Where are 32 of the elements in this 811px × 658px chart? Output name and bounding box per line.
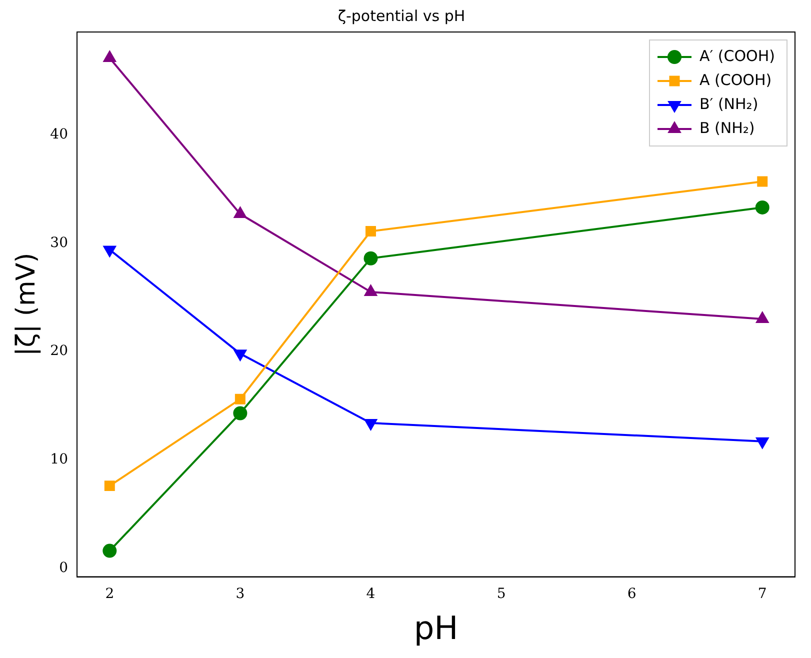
point <box>756 437 769 448</box>
x-tick-label: 4 <box>366 586 376 602</box>
x-tick-label: 7 <box>758 586 767 602</box>
point <box>233 406 248 420</box>
legend-label: A (COOH) <box>699 70 772 89</box>
point <box>755 200 770 214</box>
point <box>234 394 246 404</box>
x-tick-label: 2 <box>105 586 114 602</box>
y-tick-label: 40 <box>50 126 68 143</box>
point <box>104 480 115 492</box>
y-tick-label: 20 <box>50 343 68 360</box>
x-tick-label: 5 <box>496 586 506 602</box>
point <box>364 251 378 266</box>
point <box>103 50 116 62</box>
legend-label: A′ (COOH) <box>699 46 776 65</box>
point <box>364 284 377 296</box>
x-axis-title: pH <box>414 609 458 648</box>
point <box>364 419 377 430</box>
y-tick-label: 30 <box>50 234 68 251</box>
x-tick-label: 3 <box>236 586 245 602</box>
point <box>756 312 769 324</box>
point <box>102 544 117 558</box>
point <box>234 206 246 218</box>
x-tick-label: 6 <box>627 586 636 602</box>
legend-label: B (NH₂) <box>699 118 755 137</box>
y-axis-title: |ζ| (mV) <box>11 252 42 356</box>
legend-label: B′ (NH₂) <box>699 94 758 113</box>
point <box>365 226 376 237</box>
chart-title: ζ-potential vs pH <box>338 6 466 25</box>
point <box>757 176 768 187</box>
y-tick-label: 0 <box>59 560 68 576</box>
y-tick-label: 10 <box>50 451 68 468</box>
